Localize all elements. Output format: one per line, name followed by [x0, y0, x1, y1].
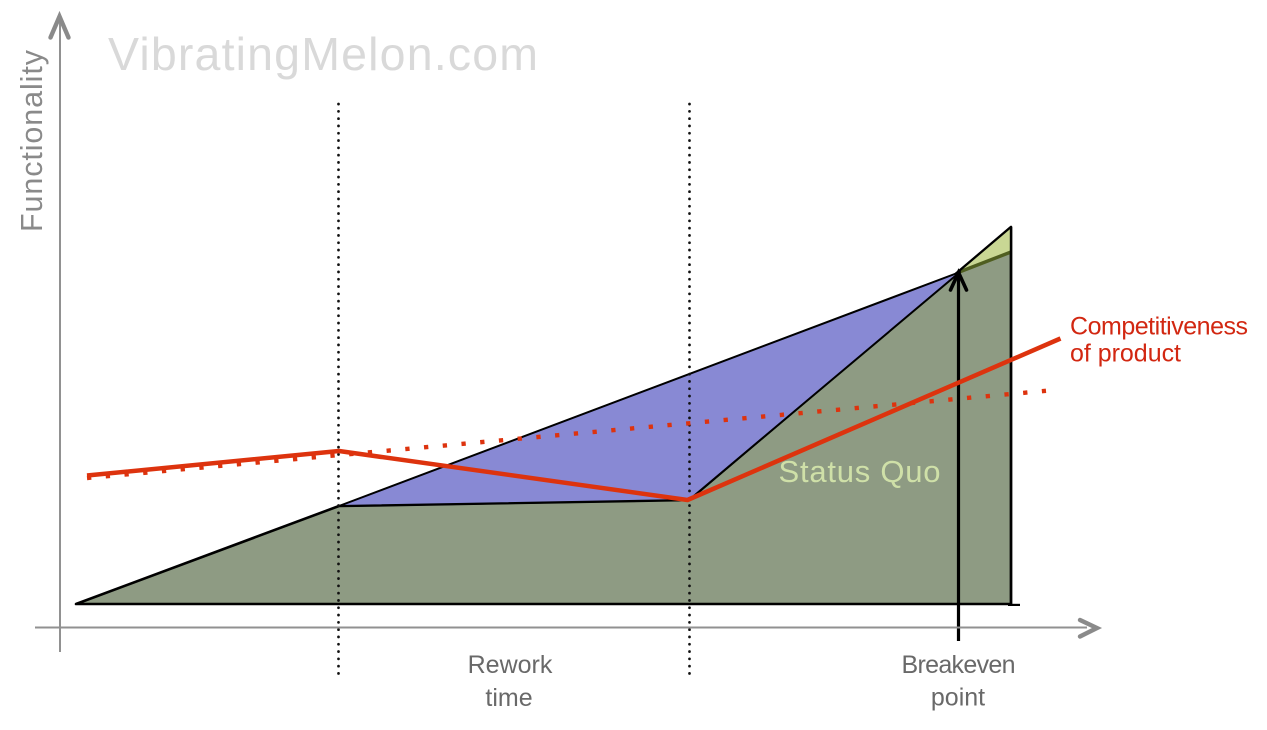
svg-text:of product: of product	[1070, 340, 1181, 368]
svg-text:point: point	[931, 684, 985, 712]
svg-text:VibratingMelon.com: VibratingMelon.com	[108, 28, 538, 80]
svg-text:time: time	[485, 684, 532, 712]
svg-text:Competitiveness: Competitiveness	[1070, 313, 1248, 341]
svg-text:Status Quo: Status Quo	[779, 454, 941, 489]
svg-text:Breakeven: Breakeven	[902, 651, 1016, 679]
svg-text:Functionality: Functionality	[15, 49, 49, 232]
svg-text:Rework: Rework	[468, 651, 553, 679]
